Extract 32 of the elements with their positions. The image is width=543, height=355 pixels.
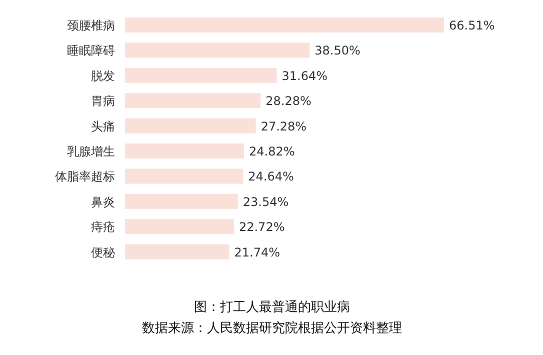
y-tick-label: 痔疮 <box>91 220 115 234</box>
data-label: 21.74% <box>234 245 280 260</box>
bar <box>125 194 238 209</box>
bar <box>125 18 444 32</box>
y-tick-label: 鼻炎 <box>91 194 115 209</box>
source-note: 数据来源：人民数据研究院根据公开资料整理 <box>142 321 402 336</box>
data-label: 23.54% <box>242 194 289 209</box>
y-tick-label: 脱发 <box>91 68 115 83</box>
bar <box>125 118 256 134</box>
data-label: 66.51% <box>449 18 495 32</box>
y-tick-label: 胃病 <box>91 94 115 108</box>
y-tick-label: 睡眠障碍 <box>67 44 115 58</box>
y-tick-label: 颈腰椎病 <box>67 18 115 32</box>
bar <box>125 168 244 184</box>
bar <box>125 144 244 158</box>
bar <box>125 42 310 58</box>
data-label: 38.50% <box>314 44 360 58</box>
data-label: 31.64% <box>282 68 328 83</box>
data-label: 28.28% <box>266 94 312 108</box>
y-tick-label: 便秘 <box>91 245 115 260</box>
data-label: 22.72% <box>238 220 285 234</box>
y-tick-label: 头痛 <box>91 119 115 134</box>
bar <box>125 93 261 108</box>
data-label: 24.82% <box>249 144 295 158</box>
y-tick-label: 乳腺增生 <box>67 144 115 158</box>
text: 图：打工人最普通的职业病 <box>194 299 350 315</box>
bar <box>125 244 230 260</box>
bar <box>125 219 234 234</box>
y-tick-label: 体脂率超标 <box>55 170 115 184</box>
bar <box>125 68 277 83</box>
data-label: 24.64% <box>248 170 294 184</box>
data-label: 27.28% <box>260 119 307 134</box>
